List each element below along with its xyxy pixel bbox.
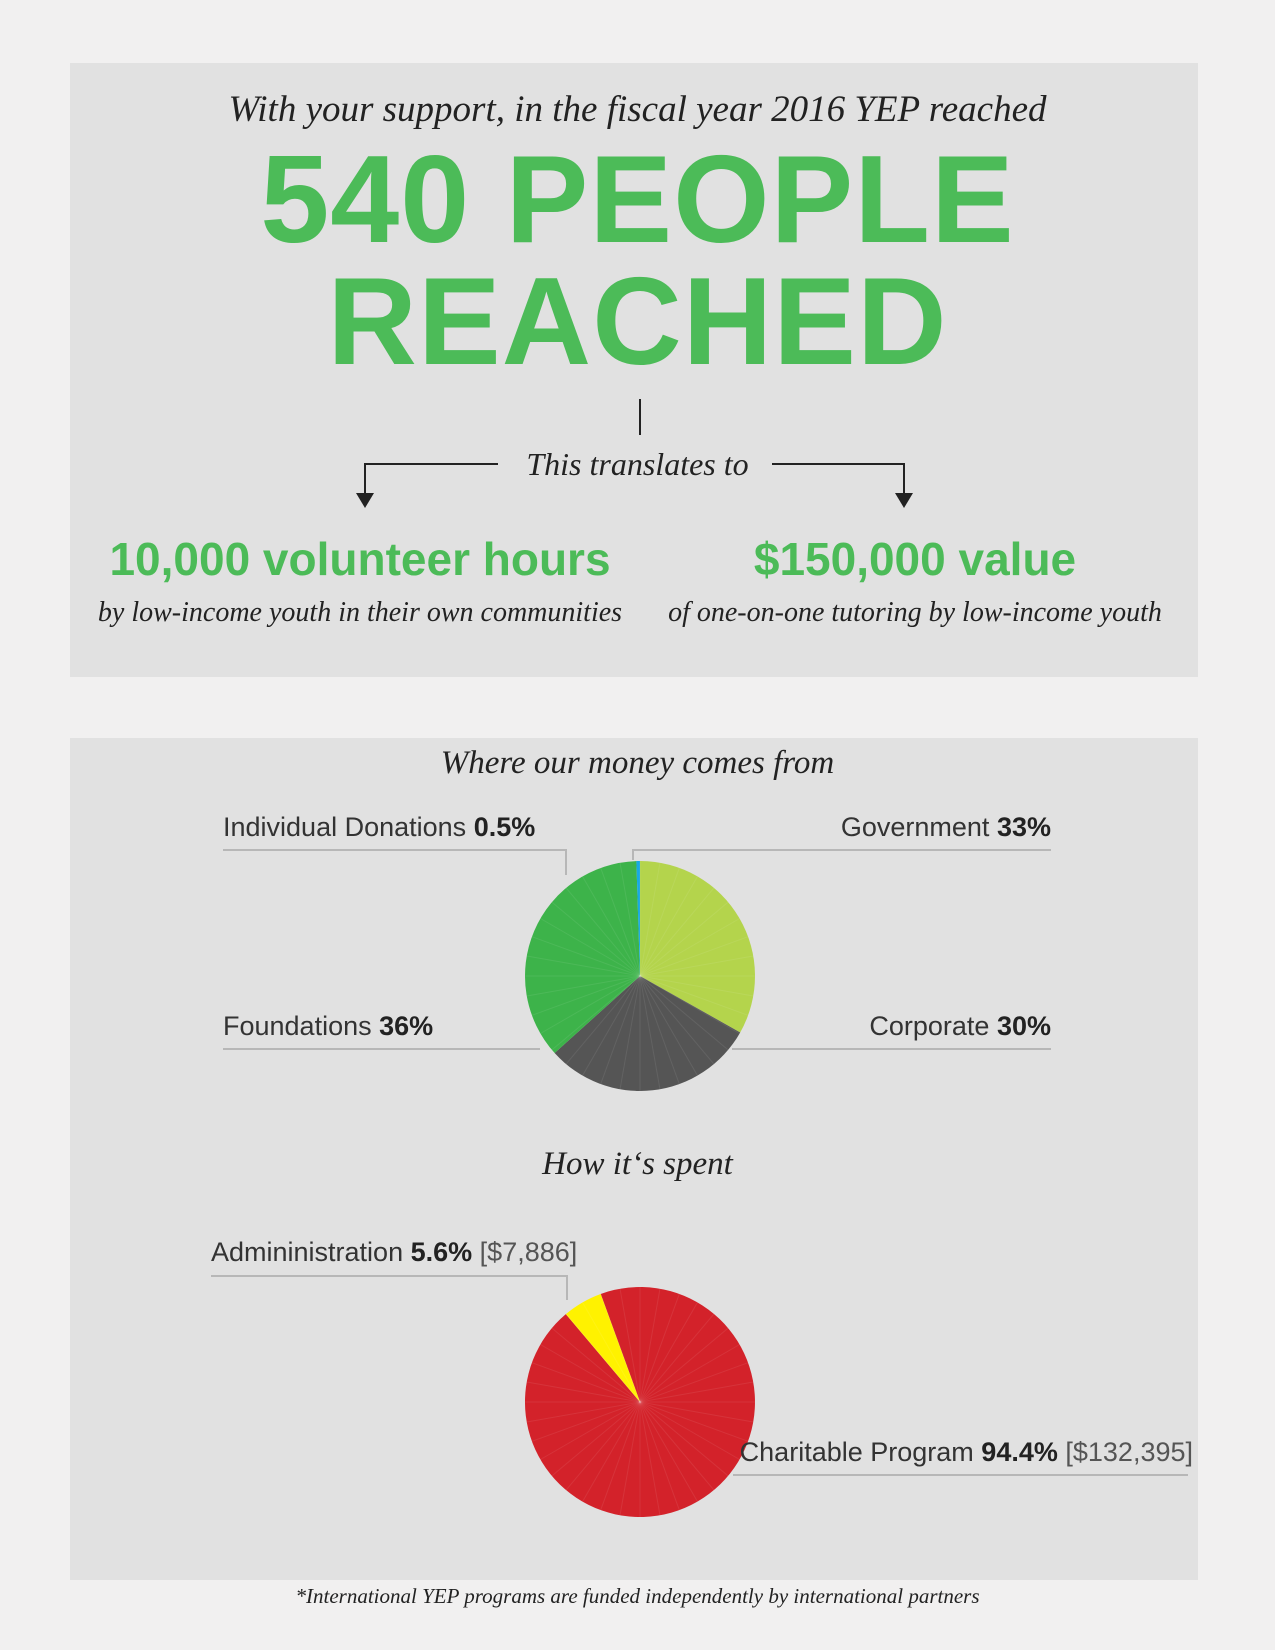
label-corporate-value: 30% xyxy=(996,1011,1051,1041)
label-individual-donations: Individual Donations 0.5% xyxy=(223,812,535,843)
money-sources-title: Where our money comes from xyxy=(440,745,835,781)
tutoring-value-desc: of one-on-one tutoring by low-income you… xyxy=(668,597,1162,628)
label-foundations: Foundations 36% xyxy=(223,1011,433,1042)
tutoring-value-stat: $150,000 value xyxy=(753,533,1077,585)
label-individual-donations-name: Individual Donations xyxy=(223,812,467,842)
impact-panel xyxy=(70,63,1198,677)
footnote: *International YEP programs are funded i… xyxy=(295,1584,980,1608)
label-government: Government 33% xyxy=(841,812,1051,843)
spending-title: How it‘s spent xyxy=(542,1146,733,1182)
translates-text: This translates to xyxy=(526,446,749,482)
label-administration: Admininistration 5.6% [$7,886] xyxy=(211,1237,577,1268)
label-charitable-program: Charitable Program 94.4% [$132,395] xyxy=(740,1437,1193,1468)
label-foundations-name: Foundations xyxy=(223,1011,372,1041)
volunteer-hours-stat: 10,000 volunteer hours xyxy=(109,533,611,585)
label-government-value: 33% xyxy=(996,812,1051,842)
volunteer-hours-desc: by low-income youth in their own communi… xyxy=(97,597,623,628)
label-government-name: Government xyxy=(840,812,990,842)
label-foundations-value: 36% xyxy=(379,1011,434,1041)
label-administration-amount: [$7,886] xyxy=(479,1237,578,1267)
label-individual-donations-value: 0.5% xyxy=(473,812,536,842)
label-charitable-program-name: Charitable Program xyxy=(739,1437,974,1467)
label-administration-value: 5.6% xyxy=(410,1237,473,1267)
label-administration-name: Admininistration xyxy=(211,1237,404,1267)
label-corporate-name: Corporate xyxy=(869,1011,990,1041)
headline-line-1: 540 PEOPLE xyxy=(260,131,1015,269)
label-charitable-program-value: 94.4% xyxy=(981,1437,1058,1467)
intro-text: With your support, in the fiscal year 20… xyxy=(228,89,1047,130)
label-corporate: Corporate 30% xyxy=(869,1011,1051,1042)
headline-line-2: REACHED xyxy=(327,253,948,391)
label-charitable-program-amount: [$132,395] xyxy=(1065,1437,1193,1467)
